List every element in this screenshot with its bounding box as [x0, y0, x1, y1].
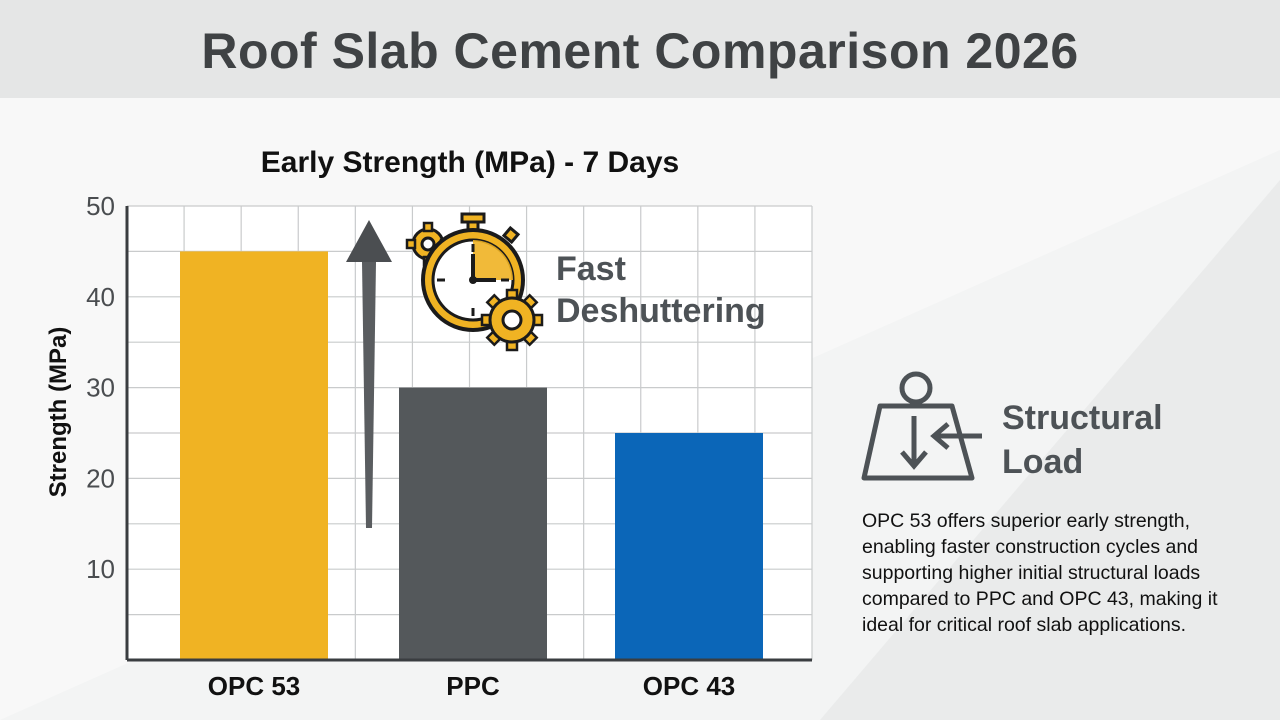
load-label-line2: Load: [1002, 443, 1084, 481]
load-label-line1: Structural: [1002, 399, 1163, 437]
y-tick-label: 10: [86, 554, 115, 584]
fast-label-line1: Fast: [556, 250, 626, 288]
stopwatch-gears-icon: [405, 212, 544, 352]
header-band: [0, 0, 1280, 98]
description-text: OPC 53 offers superior early strength, e…: [862, 510, 1218, 636]
y-tick-label: 50: [86, 191, 115, 221]
structural-load-callout: Structural Load: [1002, 396, 1163, 484]
x-tick-label: OPC 43: [643, 671, 736, 701]
y-axis-label: Strength (MPa): [45, 327, 72, 498]
y-tick-label: 40: [86, 282, 115, 312]
bar-ppc: [399, 387, 547, 660]
up-arrow-icon: [346, 220, 392, 528]
y-tick-label: 20: [86, 463, 115, 493]
chart-title: Early Strength (MPa) - 7 Days: [260, 146, 680, 179]
y-tick-label: 30: [86, 373, 115, 403]
page-title: Roof Slab Cement Comparison 2026: [201, 23, 1079, 79]
y-tick-labels: 10 20 30 40 50: [86, 191, 115, 584]
x-tick-labels: OPC 53 PPC OPC 43: [208, 671, 736, 701]
bar-opc-53: [180, 251, 328, 660]
chart-bars: [180, 251, 763, 660]
bar-opc-43: [615, 433, 763, 660]
x-tick-label: OPC 53: [208, 671, 301, 701]
fast-deshuttering-callout: Fast Deshuttering: [556, 248, 766, 332]
fast-label-line2: Deshuttering: [556, 292, 766, 330]
chart-axes: [125, 206, 812, 662]
weight-load-icon: [861, 371, 982, 481]
x-tick-label: PPC: [446, 671, 500, 701]
